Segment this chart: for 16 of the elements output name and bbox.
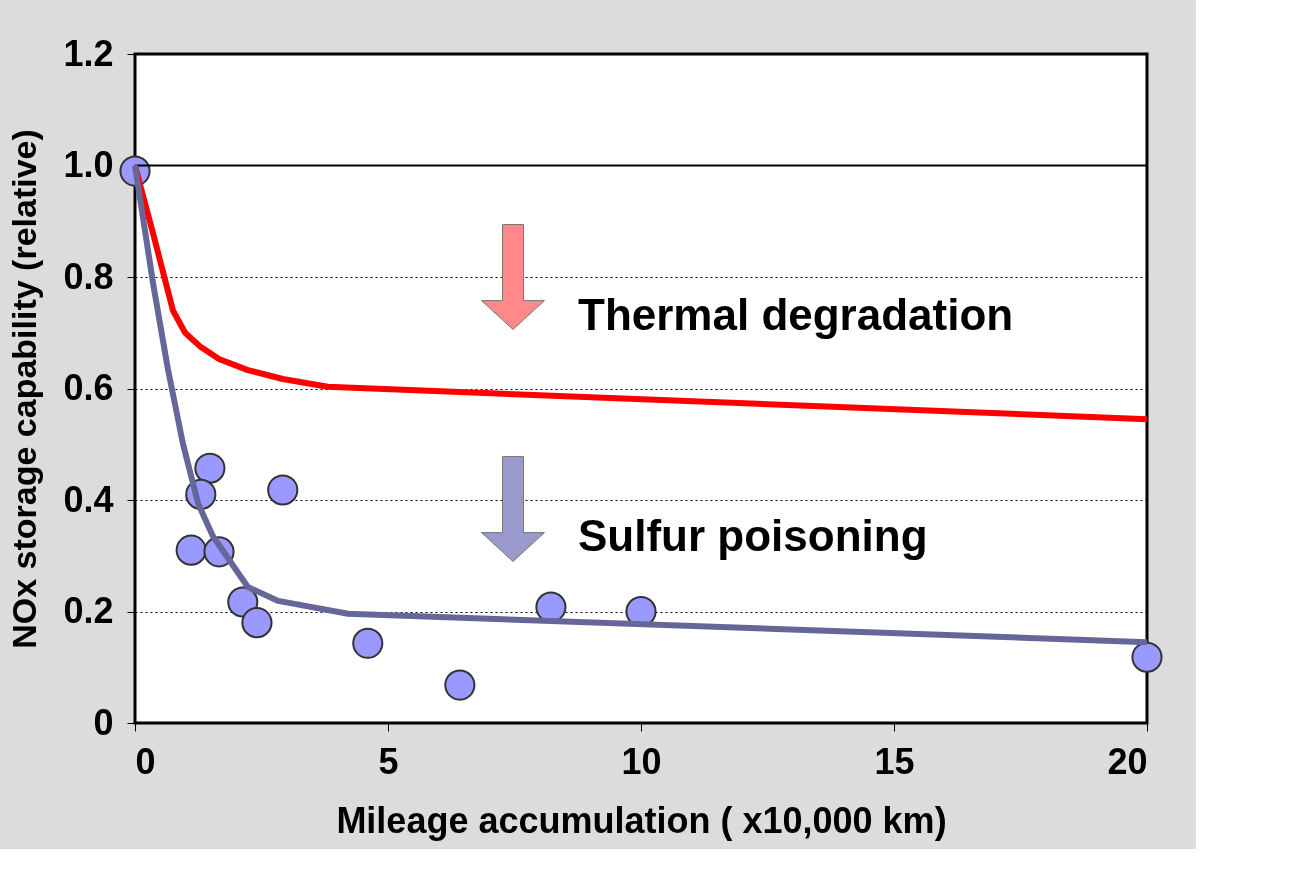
annotation: Thermal degradation (578, 290, 1014, 339)
x-axis-title: Mileage accumulation ( x10,000 km) (336, 799, 947, 841)
x-tick-label: 15 (874, 740, 915, 782)
y-tick-label: 0.8 (63, 255, 114, 297)
y-axis-title: NOx storage capability (relative) (5, 129, 44, 649)
annotation: Sulfur poisoning (578, 511, 928, 560)
x-tick-label: 0 (135, 740, 156, 782)
y-tick-label: 0.4 (63, 478, 114, 520)
x-tick-label: 10 (621, 740, 662, 782)
y-tick-label: 1.2 (63, 32, 114, 74)
y-tick-label: 0.6 (63, 367, 114, 408)
y-tick-label: 0 (93, 701, 114, 743)
y-tick-label: 1.0 (63, 144, 114, 185)
y-tick-label: 0.2 (63, 590, 114, 631)
x-tick-label: 20 (1107, 740, 1148, 782)
x-tick-label: 5 (378, 740, 399, 782)
